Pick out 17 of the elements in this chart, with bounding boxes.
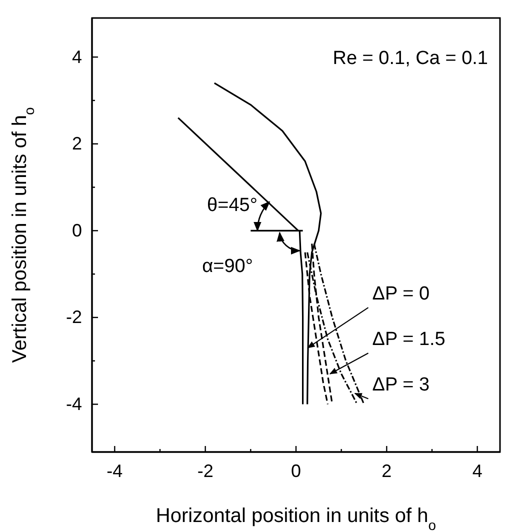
- annotation: ΔP = 1.5: [372, 329, 446, 350]
- annotation: ΔP = 3: [372, 374, 430, 396]
- y-tick-label: -4: [66, 394, 82, 414]
- annotation: ΔP = 0: [372, 284, 430, 305]
- y-tick-label: 0: [72, 220, 82, 240]
- x-tick-label: 4: [472, 460, 482, 481]
- annotation: θ=45°: [207, 195, 258, 216]
- annotation: Re = 0.1, Ca = 0.1: [332, 48, 488, 69]
- y-tick-label: 2: [72, 134, 82, 154]
- y-tick-label: -2: [66, 307, 82, 328]
- x-tick-label: 2: [382, 460, 392, 481]
- y-tick-label: 4: [72, 46, 82, 67]
- x-tick-label: -2: [197, 460, 214, 481]
- x-axis-title: Horizontal position in units of h$_{o}$: [156, 505, 436, 532]
- x-tick-label: -4: [106, 460, 123, 481]
- x-tick-label: 0: [290, 460, 302, 481]
- annotation: α=90°: [202, 256, 253, 277]
